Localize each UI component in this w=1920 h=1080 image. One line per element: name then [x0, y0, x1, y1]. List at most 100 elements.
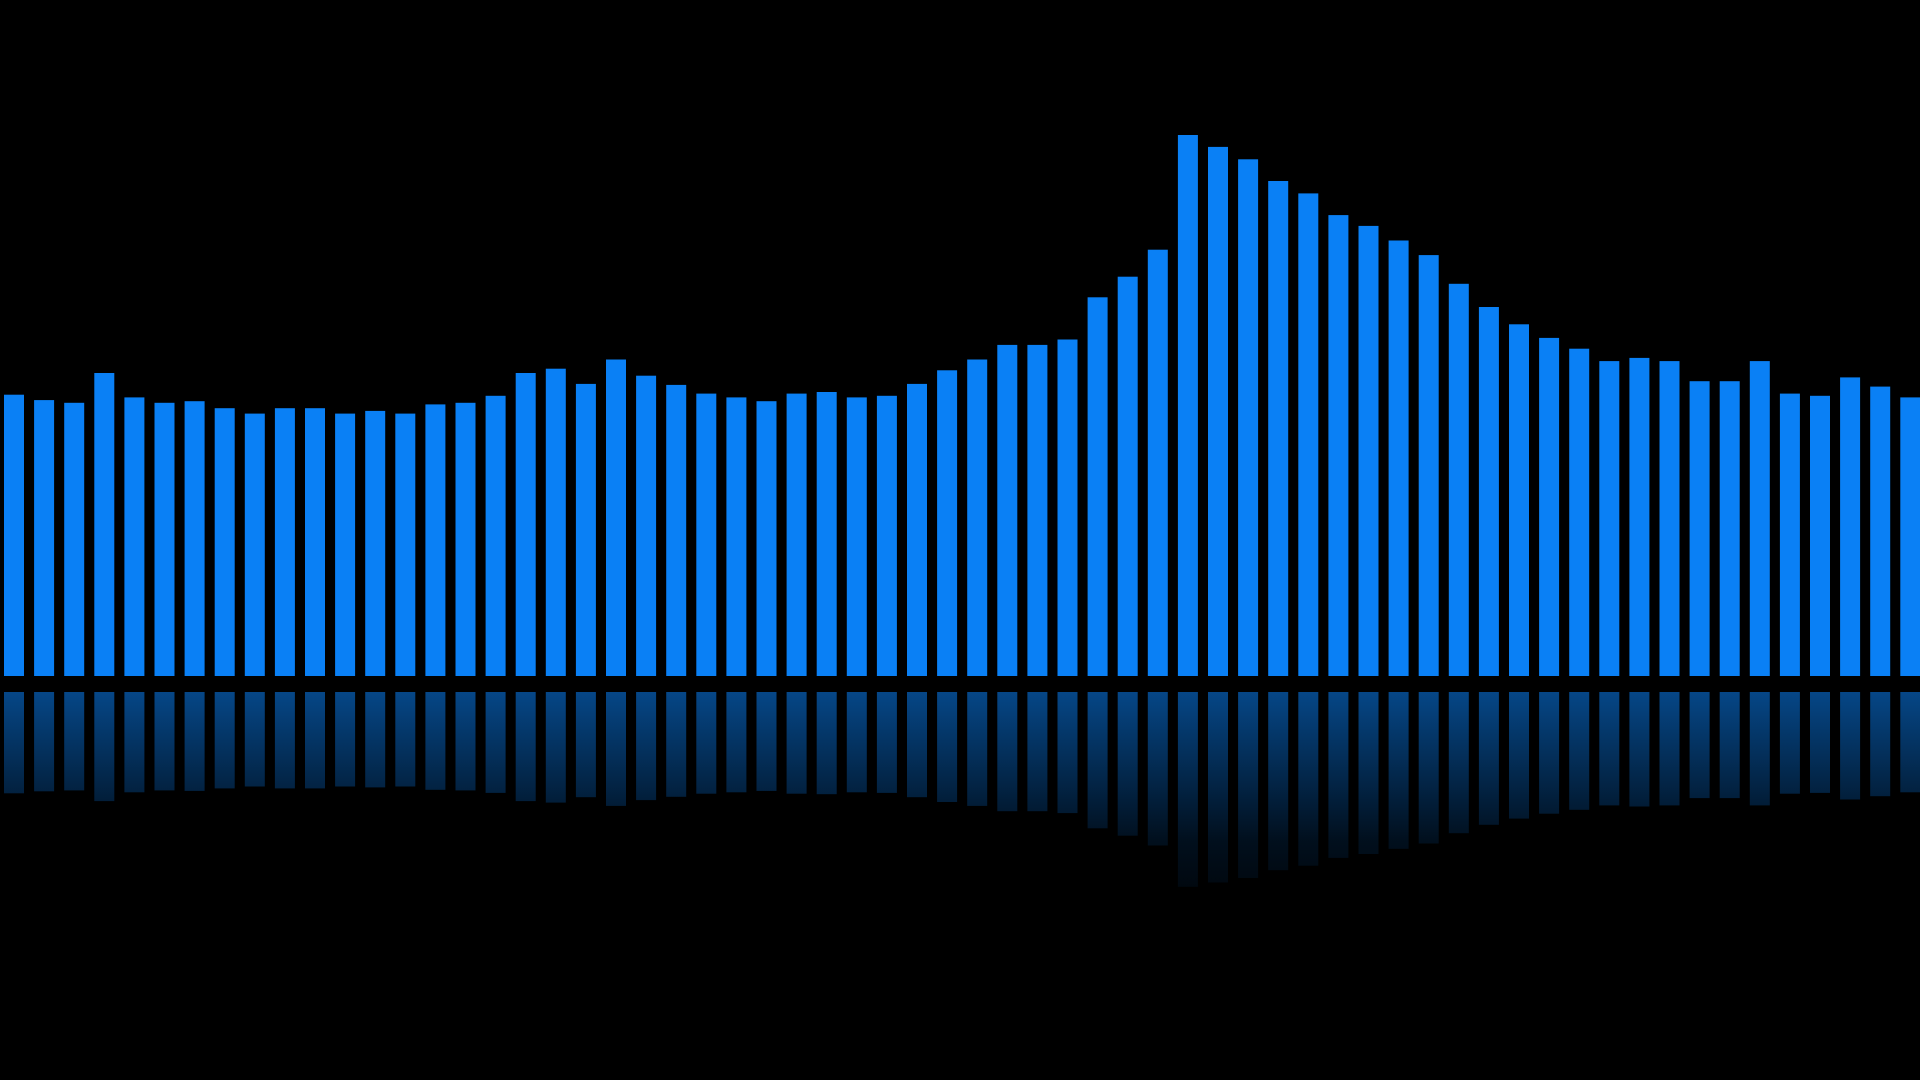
spectrum-bar-reflection	[726, 692, 747, 793]
spectrum-bar-reflection	[997, 692, 1018, 812]
spectrum-bar	[1539, 337, 1560, 676]
spectrum-bar	[1268, 181, 1289, 676]
spectrum-bar-reflection	[846, 692, 867, 793]
spectrum-bar-reflection	[124, 692, 145, 793]
spectrum-bar	[34, 400, 55, 676]
spectrum-bar	[1448, 283, 1469, 676]
spectrum-bar	[184, 401, 205, 676]
spectrum-bar-reflection	[94, 692, 115, 802]
spectrum-bar	[1328, 215, 1349, 676]
spectrum-bar-reflection	[244, 692, 265, 787]
spectrum-bar-reflection	[1810, 692, 1830, 793]
spectrum-bar	[485, 395, 506, 676]
spectrum-bar	[365, 410, 386, 676]
spectrum-bar	[1900, 397, 1920, 676]
spectrum-bar	[1779, 393, 1800, 676]
spectrum-bar-reflection	[1539, 692, 1560, 814]
spectrum-bar-reflection	[1057, 692, 1078, 814]
spectrum-bar-reflection	[485, 692, 506, 793]
spectrum-bar	[1719, 381, 1740, 676]
spectrum-bar	[244, 413, 265, 676]
spectrum-bar-reflection	[455, 692, 476, 791]
spectrum-bar	[1147, 249, 1168, 676]
spectrum-bar-reflection	[34, 692, 55, 792]
spectrum-bar-reflection	[305, 692, 325, 789]
spectrum-bar	[64, 402, 85, 676]
spectrum-bar-reflection	[1177, 692, 1198, 887]
spectrum-bar-reflection	[184, 692, 205, 791]
spectrum-bar	[1238, 159, 1259, 677]
spectrum-bar-reflection	[1328, 692, 1349, 858]
spectrum-bar-reflection	[1117, 692, 1138, 836]
spectrum-bar	[545, 368, 566, 676]
spectrum-bar	[124, 397, 145, 676]
spectrum-bar-reflection	[1779, 692, 1800, 794]
spectrum-bar	[1027, 344, 1048, 676]
spectrum-bar-reflection	[816, 692, 837, 795]
spectrum-bar	[816, 392, 837, 676]
spectrum-bar-reflection	[1298, 692, 1319, 866]
spectrum-bar-reflection	[1569, 692, 1590, 810]
spectrum-bar	[575, 383, 596, 676]
spectrum-bar	[756, 401, 777, 676]
spectrum-bar	[335, 413, 356, 676]
spectrum-bar	[154, 402, 175, 676]
spectrum-bar	[214, 408, 235, 676]
spectrum-bar	[1358, 225, 1379, 676]
spectrum-bar-reflection	[1629, 692, 1650, 807]
spectrum-bar	[1087, 297, 1108, 676]
spectrum-bar-reflection	[606, 692, 626, 806]
spectrum-bar-reflection	[64, 692, 85, 791]
spectrum-bar	[305, 408, 325, 676]
spectrum-bar-reflection	[1719, 692, 1740, 799]
spectrum-bar-reflection	[937, 692, 958, 802]
spectrum-bar	[1177, 135, 1198, 676]
spectrum-bar	[1810, 395, 1830, 676]
spectrum-bar	[1749, 361, 1770, 676]
spectrum-bar-reflection	[1087, 692, 1108, 829]
spectrum-bar-reflection	[515, 692, 536, 802]
spectrum-bar	[1057, 339, 1078, 676]
spectrum-bar	[1509, 324, 1529, 676]
spectrum-bar	[1117, 276, 1138, 676]
spectrum-bar-reflection	[4, 692, 24, 794]
spectrum-bar	[696, 393, 717, 676]
spectrum-bar	[997, 344, 1018, 676]
spectrum-bar	[846, 397, 867, 676]
spectrum-bar	[606, 359, 626, 676]
spectrum-bar-reflection	[1208, 692, 1228, 883]
spectrum-bar-reflection	[1147, 692, 1168, 846]
spectrum-bar-reflection	[1268, 692, 1289, 871]
spectrum-bar-reflection	[756, 692, 777, 791]
spectrum-bar-reflection	[545, 692, 566, 803]
spectrum-bar-reflection	[575, 692, 596, 798]
spectrum-bar	[907, 383, 927, 676]
spectrum-bar	[876, 395, 897, 676]
spectrum-bar-reflection	[1599, 692, 1620, 806]
spectrum-bar	[395, 413, 416, 676]
spectrum-bar-reflection	[1509, 692, 1529, 819]
spectrum-bars	[4, 135, 1920, 677]
spectrum-bar-reflection	[154, 692, 175, 791]
spectrum-bar	[4, 394, 24, 676]
spectrum-bar	[636, 375, 657, 676]
spectrum-reflection	[4, 692, 1920, 887]
spectrum-bar	[786, 393, 807, 676]
spectrum-bar	[726, 397, 747, 676]
spectrum-bar-reflection	[335, 692, 356, 787]
spectrum-bar-reflection	[876, 692, 897, 793]
spectrum-bar-reflection	[1659, 692, 1680, 806]
spectrum-bar-reflection	[1870, 692, 1891, 797]
spectrum-bar-reflection	[967, 692, 988, 806]
spectrum-bar-reflection	[365, 692, 386, 788]
spectrum-bar-reflection	[666, 692, 687, 797]
spectrum-bar-reflection	[425, 692, 446, 790]
spectrum-bar	[1298, 193, 1319, 676]
spectrum-bar	[1418, 255, 1439, 676]
spectrum-bar-reflection	[1027, 692, 1048, 812]
spectrum-bar	[1689, 381, 1710, 676]
spectrum-bar-reflection	[907, 692, 927, 798]
spectrum-bar	[515, 373, 536, 676]
spectrum-bar	[274, 408, 295, 676]
